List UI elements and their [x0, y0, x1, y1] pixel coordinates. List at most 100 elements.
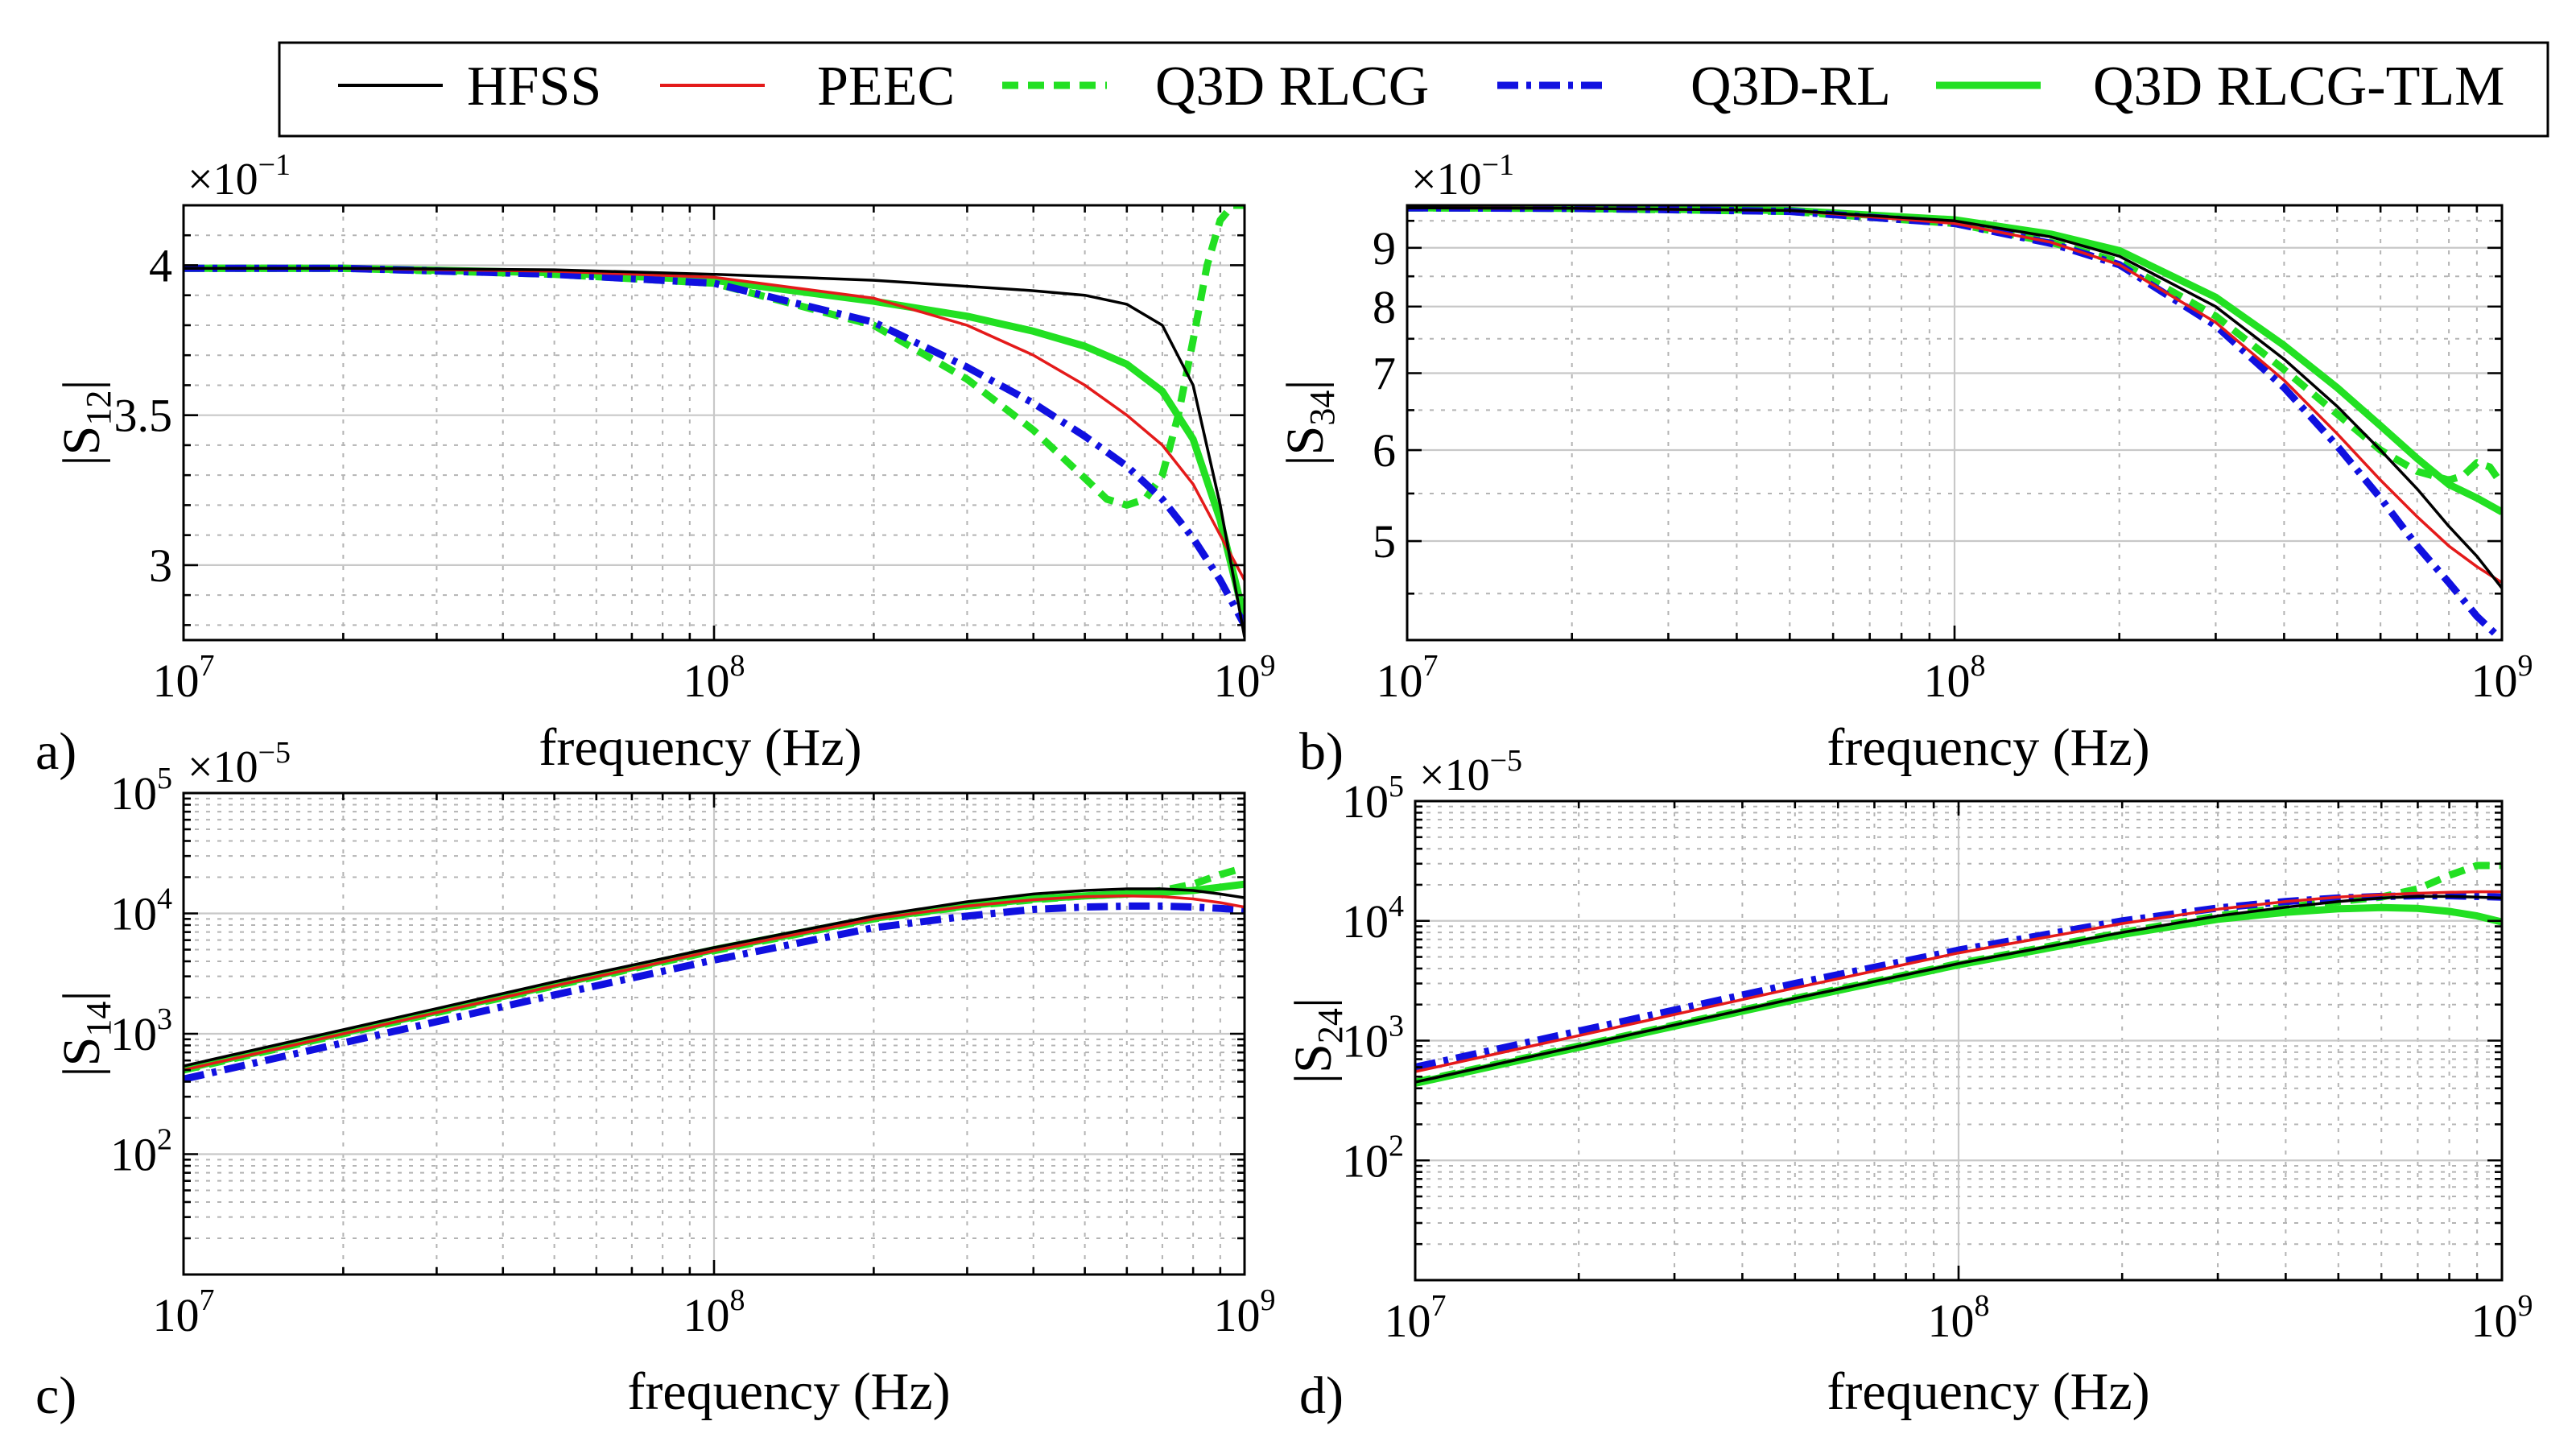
panel-a-xtick-label-exp: 7	[200, 649, 215, 683]
panel-b-ylabel: |S34|	[1276, 379, 1342, 465]
panel-b-xtick-label-base: 10	[1924, 655, 1971, 707]
panel-a-xtick-label-exp: 9	[1261, 649, 1276, 683]
panel-d-ytick-label-base: 10	[1342, 775, 1389, 828]
panel-a-ytick-label: 3.5	[114, 390, 173, 442]
panel-a-xtick-label: 108	[683, 649, 745, 707]
panel-b-xtick-label: 107	[1377, 649, 1439, 707]
panel-b-xtick-label-exp: 8	[1971, 649, 1986, 683]
panel-a-ylabel-sub: 12	[79, 390, 118, 426]
panel-a-ytick-label: 4	[149, 239, 172, 291]
legend-label-peec: PEEC	[817, 56, 955, 118]
panel-b-xtick-label-exp: 7	[1423, 649, 1439, 683]
panel-d-ytick-label-base: 10	[1342, 895, 1389, 948]
panel-a-xlabel: frequency (Hz)	[539, 718, 861, 777]
legend-entry-hfss: HFSS	[338, 56, 601, 118]
panel-d-grid	[1414, 799, 2504, 1280]
panel-d-exponent-label: ×10−5	[1419, 744, 1522, 800]
panel-b-ylabel-end: |	[1276, 379, 1335, 390]
legend-label-q3d-rlcg: Q3D RLCG	[1155, 56, 1429, 118]
panel-d-ylabel-sub: 24	[1311, 1008, 1350, 1043]
panel-c-ylabel-main: |S	[52, 1037, 111, 1077]
panel-c-series-q3d-rl	[184, 902, 1245, 1083]
panel-a-series	[184, 205, 1245, 638]
panel-b-ylabel-main: |S	[1276, 426, 1335, 466]
legend-label-q3d-rl: Q3D-RL	[1690, 56, 1891, 118]
panel-c-xtick-label-base: 10	[1214, 1289, 1261, 1341]
panel-c-ytick-label-base: 10	[110, 888, 157, 940]
panel-d-xtick-label-base: 10	[1928, 1295, 1975, 1347]
panel-c-series	[184, 864, 1245, 1083]
panel-c-ylabel-end: |	[52, 990, 111, 1001]
panel-c-ytick-label: 102	[110, 1123, 172, 1181]
panel-d-ytick-label: 104	[1342, 890, 1404, 948]
panel-c-exponent-label: ×10−5	[188, 736, 291, 792]
panel-b-xtick-label-base: 10	[2471, 655, 2518, 707]
legend-entry-q3d-rlcg: Q3D RLCG	[1002, 56, 1429, 118]
panel-d-exponent-sup: −5	[1490, 744, 1522, 778]
panel-d-series-hfss	[1415, 894, 2502, 1084]
panel-b-xtick-label-exp: 9	[2518, 649, 2533, 683]
panel-d-ylabel-end: |	[1284, 998, 1343, 1008]
panel-c-ytick-label-base: 10	[110, 1008, 157, 1060]
panel-d-xlabel: frequency (Hz)	[1827, 1362, 2149, 1421]
panel-b-ytick-label: 7	[1373, 348, 1396, 400]
panel-c-xtick-label: 109	[1214, 1283, 1276, 1341]
panel-a-ytick-label: 3	[149, 539, 172, 592]
panel-c-ylabel: |S14|	[52, 990, 118, 1076]
panel-a-exponent-base: ×10	[188, 155, 258, 205]
panel-b-ytick-label: 6	[1373, 424, 1396, 477]
panel-d-ytick-label: 105	[1342, 770, 1404, 828]
legend-entry-q3d-rl: Q3D-RL	[1497, 56, 1891, 118]
panel-c-xtick-label: 107	[153, 1283, 215, 1341]
panel-d-ytick-label-base: 10	[1342, 1134, 1389, 1187]
panel-d-ytick-label-exp: 3	[1389, 1010, 1404, 1043]
panel-d-xtick-label: 108	[1928, 1289, 1990, 1347]
panel-d-ytick-label-base: 10	[1342, 1015, 1389, 1068]
panel-c-series-peec	[184, 894, 1245, 1072]
panel-b-xtick-label: 108	[1924, 649, 1986, 707]
panel-a-series-peec	[184, 266, 1245, 581]
legend-label-hfss: HFSS	[467, 56, 601, 118]
panel-d-ytick-label-exp: 2	[1389, 1129, 1404, 1163]
panel-c-xtick-label-exp: 8	[730, 1283, 745, 1317]
panel-c-series-hfss	[184, 887, 1245, 1068]
panel-d-letter: d)	[1299, 1366, 1344, 1425]
panel-c-ytick-label-base: 10	[110, 767, 157, 820]
panel-d-exponent-base: ×10	[1419, 750, 1490, 800]
panel-b-exponent-base: ×10	[1411, 155, 1482, 205]
panel-b-xtick-label-base: 10	[1377, 655, 1423, 707]
legend-entry-peec: PEEC	[660, 56, 955, 118]
panel-a-exponent-sup: −1	[258, 148, 291, 182]
legend-entry-q3d-rlcg-tlm: Q3D RLCG-TLM	[1936, 56, 2504, 118]
panel-d-ytick-label: 102	[1342, 1129, 1404, 1187]
panel-d-xtick-label-base: 10	[1385, 1295, 1431, 1347]
panel-a-xtick-label: 107	[153, 649, 215, 707]
panel-b-ylabel-sub: 34	[1302, 390, 1342, 426]
panel-b-series-hfss	[1407, 206, 2502, 589]
panel-c-ytick-label: 105	[110, 762, 172, 820]
panel-a-xtick-label-exp: 8	[730, 649, 745, 683]
legend-label-q3d-rlcg-tlm: Q3D RLCG-TLM	[2093, 56, 2504, 118]
panel-d-ticks	[1414, 799, 2504, 1280]
panel-b-grid	[1406, 205, 2504, 640]
panel-c-ticks	[182, 791, 1246, 1275]
panel-c-letter: c)	[35, 1366, 76, 1425]
panel-a-ylabel-end: |	[52, 379, 111, 390]
panel-c-xtick-label-base: 10	[153, 1289, 200, 1341]
panel-a-series-q3d-rlcg-tlm	[184, 264, 1245, 620]
legend: HFSS PEEC Q3D RLCG Q3D-RL Q3D RLCG-TLM	[278, 41, 2549, 138]
panel-c-xtick-label: 108	[683, 1283, 745, 1341]
panel-c-ytick-label-base: 10	[110, 1129, 157, 1181]
panel-b-ticks	[1406, 205, 2504, 640]
panel-d-xtick-label: 107	[1385, 1289, 1447, 1347]
panel-b-exponent-label: ×10−1	[1411, 148, 1514, 205]
panel-c-exponent-base: ×10	[188, 742, 258, 792]
panel-d-series	[1415, 861, 2502, 1087]
panel-c-xtick-label-exp: 7	[200, 1283, 215, 1317]
panel-d-ylabel-main: |S	[1284, 1043, 1343, 1084]
